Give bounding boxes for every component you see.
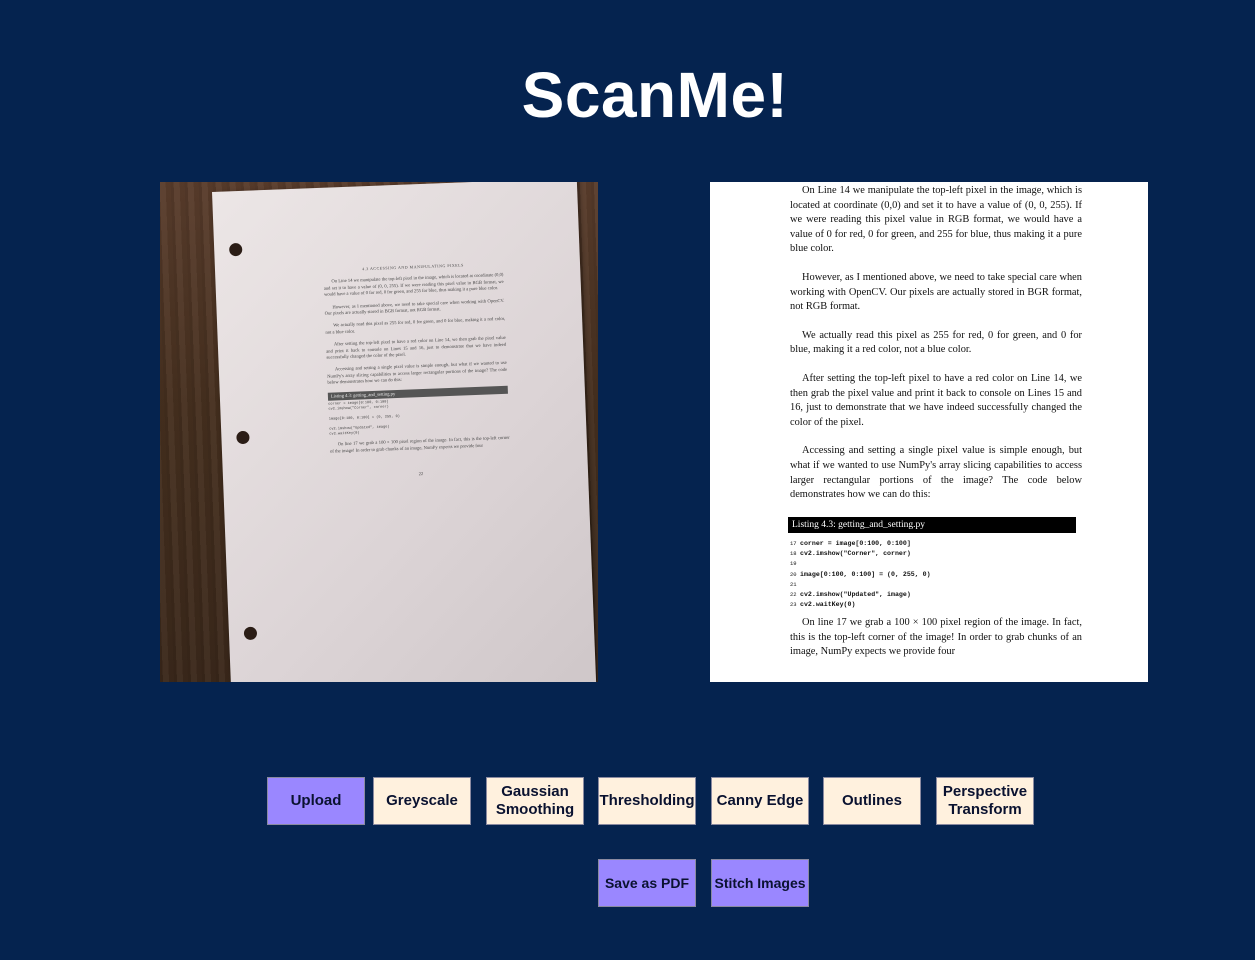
paragraph: However, as I mentioned above, we need t… (790, 271, 1082, 313)
paragraph: Accessing and setting a single pixel val… (790, 445, 1082, 501)
paragraph: On line 17 we grab a 100 × 100 pixel reg… (790, 616, 1082, 658)
photographed-page: 4.3 ACCESSING AND MANIPULATING PIXELS On… (212, 182, 597, 682)
button-label: Greyscale (386, 792, 458, 809)
button-label: Upload (290, 792, 342, 809)
paragraph: On Line 14 we manipulate the top-left pi… (790, 185, 1082, 255)
paragraph: We actually read this pixel as 255 for r… (790, 329, 1082, 356)
code-text: cv2.waitKey(0) (800, 600, 856, 608)
code-line: 18 cv2.imshow("Corner", corner) (790, 549, 1082, 559)
code-line: 17 corner = image[0:100, 0:100] (790, 539, 1082, 549)
perspective-transform-button[interactable]: Perspective Transform (936, 777, 1034, 825)
code-text: cv2.imshow("Updated", image) (800, 590, 911, 598)
punch-hole (228, 242, 243, 257)
code-text: cv2.imshow("Corner", corner) (800, 550, 911, 558)
button-label: Perspective Transform (942, 783, 1028, 818)
line-number: 21 (790, 580, 797, 588)
button-label: Outlines (841, 792, 902, 809)
paragraph: On Line 14 we manipulate the top-left pi… (323, 272, 504, 297)
canny-edge-button[interactable]: Canny Edge (711, 777, 809, 825)
button-label: Gaussian Smoothing (495, 783, 575, 818)
code-line: 23 cv2.waitKey(0) (790, 600, 1082, 610)
code-text: corner = image[0:100, 0:100] (800, 540, 911, 548)
code-line: 22 cv2.imshow("Updated", image) (790, 590, 1082, 600)
paragraph: However, as I mentioned above, we need t… (324, 297, 505, 316)
paragraph: We actually read this pixel as 255 for r… (325, 316, 506, 335)
code-text: image[0:100, 0:100] = (0, 255, 0) (800, 570, 931, 578)
original-image-panel: 4.3 ACCESSING AND MANIPULATING PIXELS On… (160, 182, 598, 682)
scanned-image-panel: On Line 14 we manipulate the top-left pi… (710, 182, 1148, 682)
paragraph: After setting the top-left pixel to have… (790, 372, 1082, 428)
button-label: Stitch Images (714, 875, 806, 891)
code-block: 17 corner = image[0:100, 0:100] 18 cv2.ims… (790, 539, 1082, 610)
upload-button[interactable]: Upload (267, 777, 365, 825)
button-label: Canny Edge (716, 792, 804, 809)
scanned-page-text: On Line 14 we manipulate the top-left pi… (788, 184, 1082, 660)
paragraph: After setting the top-left pixel to have… (326, 335, 507, 360)
button-label: Thresholding (599, 792, 695, 809)
page-number: 22 (418, 471, 424, 477)
greyscale-button[interactable]: Greyscale (373, 777, 471, 825)
code-line: 20 image[0:100, 0:100] = (0, 255, 0) (790, 570, 1082, 580)
line-number: 19 (790, 560, 797, 568)
line-number: 17 (790, 540, 797, 548)
outlines-button[interactable]: Outlines (823, 777, 921, 825)
line-number: 18 (790, 550, 797, 558)
stitch-images-button[interactable]: Stitch Images (711, 859, 809, 907)
gaussian-smoothing-button[interactable]: Gaussian Smoothing (486, 777, 584, 825)
punch-hole (236, 430, 250, 445)
save-as-pdf-button[interactable]: Save as PDF (598, 859, 696, 907)
punch-hole (243, 626, 258, 641)
paragraph: On line 17 we grab a 100 × 100 pixel reg… (329, 434, 510, 454)
code-line: 21 (790, 580, 1082, 590)
listing-caption: Listing 4.3: getting_and_setting.py (788, 516, 1076, 534)
line-number: 20 (790, 570, 797, 578)
thresholding-button[interactable]: Thresholding (598, 777, 696, 825)
button-label: Save as PDF (604, 875, 690, 891)
code-block: corner = image[0:100, 0:100] cv2.imshow(… (328, 396, 509, 438)
page-header: 4.3 ACCESSING AND MANIPULATING PIXELS (362, 262, 464, 272)
app-title: ScanMe! (521, 59, 789, 131)
photographed-page-text: 4.3 ACCESSING AND MANIPULATING PIXELS On… (323, 261, 511, 481)
line-number: 23 (790, 600, 797, 608)
paragraph: Accessing and setting a single pixel val… (327, 360, 508, 385)
line-number: 22 (790, 590, 797, 598)
code-line: 19 (790, 559, 1082, 569)
